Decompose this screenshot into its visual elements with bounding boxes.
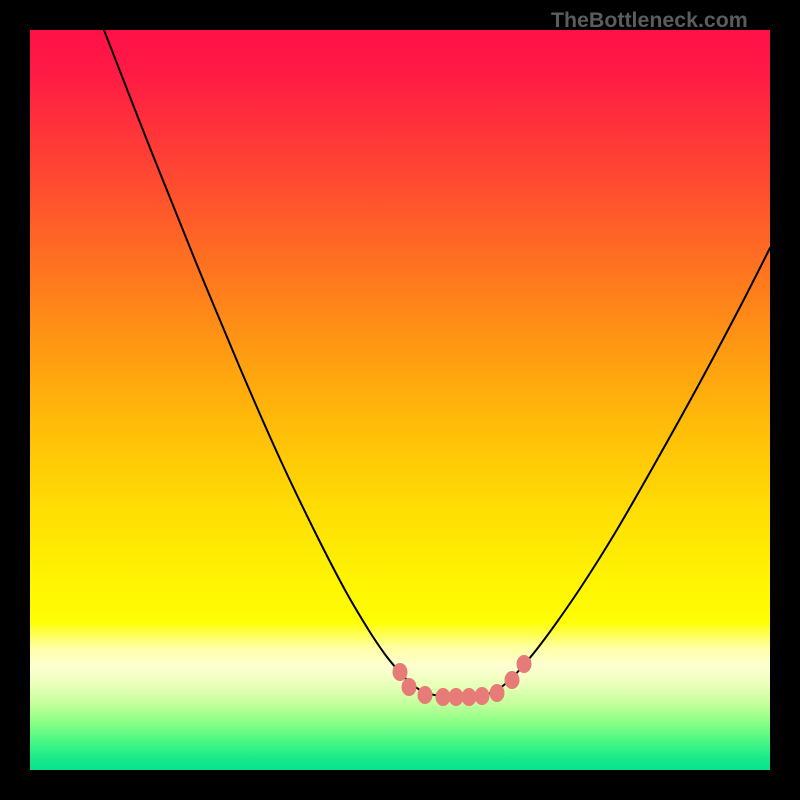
- bottleneck-chart: [0, 0, 800, 800]
- trough-marker: [490, 684, 505, 702]
- trough-marker: [505, 671, 520, 689]
- trough-marker: [517, 655, 532, 673]
- trough-marker: [475, 687, 490, 705]
- trough-marker: [402, 678, 417, 696]
- trough-marker: [436, 688, 451, 706]
- trough-marker: [393, 663, 408, 681]
- trough-marker: [449, 688, 464, 706]
- trough-marker: [418, 686, 433, 704]
- trough-marker: [462, 688, 477, 706]
- gradient-background: [30, 30, 770, 770]
